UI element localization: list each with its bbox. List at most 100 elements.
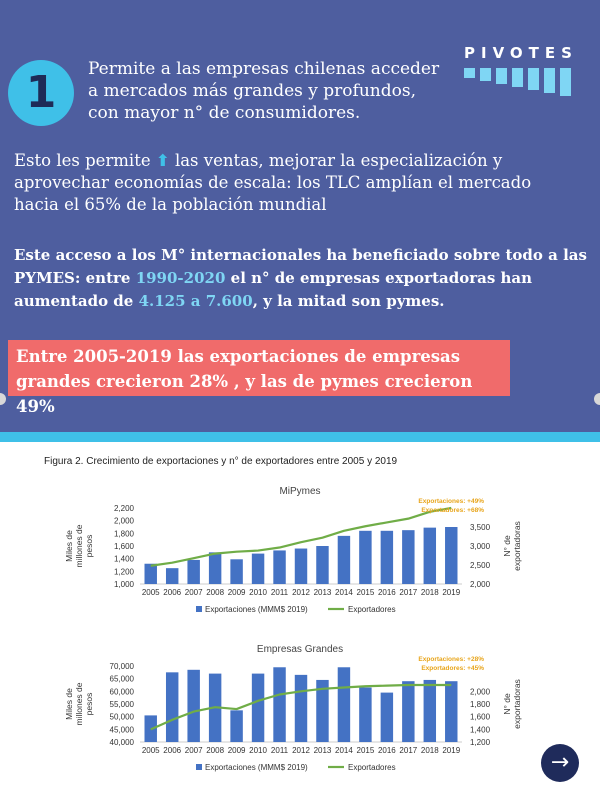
grandes-bar-2019 [445, 681, 458, 742]
grandes-legend-line-label: Exportadores [348, 763, 396, 772]
grandes-xtick-2013: 2013 [314, 746, 332, 755]
grandes-ytick-0: 40,000 [110, 738, 135, 747]
grandes-xtick-2019: 2019 [442, 746, 460, 755]
mipymes-xtick-2014: 2014 [335, 588, 353, 597]
mipymes-bar-2010 [251, 553, 265, 584]
grandes-legend-bar-swatch [196, 764, 202, 770]
grandes-xtick-2007: 2007 [185, 746, 203, 755]
mipymes-ytick-4: 1,800 [114, 529, 135, 538]
grandes-xtick-2014: 2014 [335, 746, 353, 755]
mipymes-legend-bar-label: Exportaciones (MMM$ 2019) [205, 605, 308, 614]
mipymes-y2tick-3: 3,500 [470, 523, 491, 532]
mipymes-bar-2018 [423, 527, 437, 584]
highlight-text: Entre 2005-2019 las exportaciones de emp… [16, 347, 473, 416]
pymes-text-a: Este acceso a los M° internacionales ha … [14, 246, 587, 287]
arrow-up-icon: ⬆ [155, 151, 170, 170]
mipymes-xtick-2006: 2006 [163, 588, 181, 597]
grandes-bar-2011 [273, 667, 286, 742]
mipymes-bar-2012 [294, 548, 308, 584]
grandes-xtick-2016: 2016 [378, 746, 396, 755]
logo-bars-icon [464, 68, 584, 98]
grandes-xtick-2005: 2005 [142, 746, 160, 755]
logo-text: PIVOTES [464, 44, 578, 62]
grandes-ytick-6: 70,000 [110, 662, 135, 671]
pymes-text-b: el n° de empresas exportadoras han aumen… [14, 269, 533, 310]
mipymes-bar-2014 [337, 535, 351, 584]
grandes-bar-2007 [187, 669, 200, 742]
grandes-y2label: N° deexportadoras [502, 679, 522, 729]
next-button[interactable]: → [541, 744, 579, 782]
highlight-box [8, 340, 510, 396]
prev-slide-handle[interactable] [0, 393, 6, 405]
intro-text: Permite a las empresas chilenas acceder … [88, 59, 440, 123]
grandes-exporters-line [150, 683, 452, 731]
mipymes-ylabel: Miles demillones depesos [64, 524, 94, 567]
pymes-range: 4.125 a 7.600 [138, 292, 253, 310]
grandes-xtick-2006: 2006 [163, 746, 181, 755]
grandes-y2tick-2: 1,600 [470, 713, 491, 722]
grandes-ytick-2: 50,000 [110, 713, 135, 722]
grandes-xtick-2018: 2018 [421, 746, 439, 755]
mipymes-annotation-1: Exportadores: +68% [421, 507, 484, 514]
figure-title: Figura 2. Crecimiento de exportaciones y… [44, 456, 398, 467]
mipymes-bar-2009 [230, 559, 243, 584]
grandes-xtick-2010: 2010 [249, 746, 267, 755]
mipymes-bar-2007 [187, 559, 200, 584]
grandes-bar-2006 [165, 672, 179, 742]
benefits-paragraph: Esto les permite ⬆ las ventas, mejorar l… [14, 150, 574, 216]
arrow-right-icon: → [550, 750, 570, 775]
grandes-bar-2014 [337, 667, 351, 742]
mipymes-ytick-5: 2,000 [114, 517, 135, 526]
mipymes-xtick-2009: 2009 [228, 588, 246, 597]
mipymes-title: MiPymes [279, 486, 320, 497]
grandes-legend-bar-label: Exportaciones (MMM$ 2019) [205, 763, 308, 772]
mipymes-legend-bar-swatch [196, 606, 202, 612]
grandes-title: Empresas Grandes [257, 644, 343, 655]
grandes-bar-2017 [402, 681, 415, 742]
mipymes-xtick-2011: 2011 [271, 588, 289, 597]
mipymes-annotation-0: Exportaciones: +49% [418, 498, 484, 505]
mipymes-xtick-2018: 2018 [421, 588, 439, 597]
mipymes-xtick-2019: 2019 [442, 588, 460, 597]
benefits-text-end: las ventas, mejorar la especialización y… [14, 151, 532, 214]
mipymes-bar-2011 [273, 550, 286, 584]
grandes-chart: Empresas Grandes 40,000 45,000 50,000 55,000… [64, 644, 522, 772]
grandes-ytick-4: 60,000 [110, 687, 135, 696]
next-slide-handle[interactable] [594, 393, 600, 405]
mipymes-xtick-2013: 2013 [314, 588, 332, 597]
grandes-annotation-0: Exportaciones: +28% [418, 656, 484, 663]
grandes-bar-2018 [423, 679, 437, 742]
grandes-xtick-2015: 2015 [357, 746, 375, 755]
grandes-xtick-2017: 2017 [399, 746, 417, 755]
mipymes-xtick-2016: 2016 [378, 588, 396, 597]
grandes-xtick-2009: 2009 [228, 746, 246, 755]
mipymes-ytick-2: 1,400 [114, 555, 135, 564]
grandes-bar-2010 [251, 673, 265, 742]
mipymes-y2tick-1: 2,500 [470, 561, 491, 570]
mipymes-ytick-6: 2,200 [114, 504, 135, 513]
grandes-y2tick-4: 2,000 [470, 687, 491, 696]
grandes-y2tick-3: 1,800 [470, 700, 491, 709]
mipymes-ytick-1: 1,200 [114, 567, 135, 576]
mipymes-ytick-3: 1,600 [114, 542, 135, 551]
grandes-bar-2012 [294, 674, 308, 742]
mipymes-xtick-2008: 2008 [206, 588, 224, 597]
mipymes-bar-2005 [144, 563, 157, 584]
benefits-text-start: Esto les permite [14, 151, 151, 170]
grandes-ylabel: Miles demillones depesos [64, 682, 94, 725]
pymes-paragraph: Este acceso a los M° internacionales ha … [14, 244, 594, 313]
grandes-xtick-2011: 2011 [271, 746, 289, 755]
grandes-xtick-2008: 2008 [206, 746, 224, 755]
grandes-bar-2013 [316, 679, 329, 742]
mipymes-bar-2017 [402, 530, 415, 584]
mipymes-bar-2015 [359, 530, 372, 584]
mipymes-bar-2013 [316, 546, 329, 584]
mipymes-y2tick-0: 2,000 [470, 580, 491, 589]
mipymes-xtick-2012: 2012 [292, 588, 310, 597]
mipymes-xtick-2015: 2015 [357, 588, 375, 597]
grandes-ytick-5: 65,000 [110, 675, 135, 684]
divider-band [0, 432, 600, 442]
mipymes-chart: MiPymes 1,000 1,200 1,400 1,600 1,800 2,000 2,2… [64, 486, 522, 614]
grandes-bar-2009 [230, 710, 243, 742]
mipymes-xtick-2005: 2005 [142, 588, 160, 597]
